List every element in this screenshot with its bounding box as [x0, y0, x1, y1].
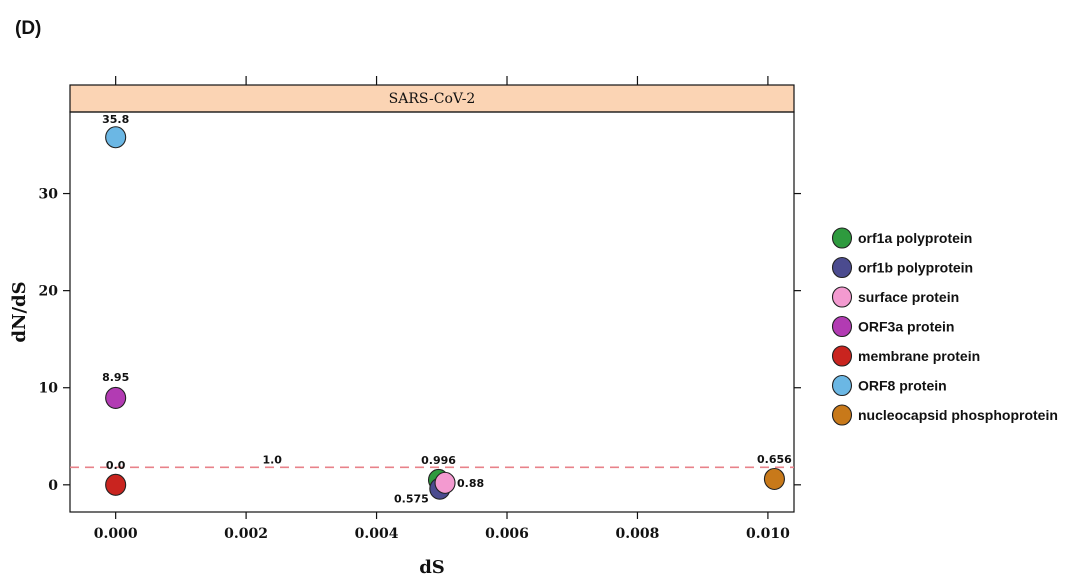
data-point [763, 467, 785, 491]
legend-marker [831, 256, 853, 279]
legend-marker [831, 315, 853, 338]
reference-line-group: 1.0 [70, 453, 794, 469]
axis-ticks: 0.000 0.002 0.004 0.006 0.008 0.010 0 10 20 30 [39, 76, 801, 542]
x-tick-label: 0.006 [485, 526, 529, 542]
data-point [434, 471, 456, 494]
legend-entry-label: ORF8 protein [858, 378, 947, 394]
data-label: 0.656 [757, 453, 792, 466]
strip-header [69, 84, 795, 113]
legend-entry-label: membrane protein [858, 348, 980, 364]
data-label: 0.575 [394, 493, 429, 506]
x-tick-label: 0.004 [355, 526, 399, 542]
x-axis-title: dS [419, 557, 445, 578]
legend-marker [831, 227, 853, 249]
legend-entry-label: orf1a polyprotein [858, 230, 972, 246]
strip-title: SARS-CoV-2 [389, 91, 476, 107]
legend-entry-label: orf1b polyprotein [858, 260, 973, 276]
panel-label: (D) [15, 18, 41, 39]
legend-entry-label: nucleocapsid phosphoprotein [858, 407, 1058, 423]
y-tick-label: 30 [39, 187, 59, 203]
data-point [105, 126, 127, 149]
data-label: 35.8 [102, 113, 129, 126]
legend-entry-label: surface protein [858, 289, 959, 305]
x-tick-label: 0.008 [616, 526, 660, 542]
x-tick-label: 0.010 [746, 526, 790, 542]
y-tick-label: 0 [48, 478, 58, 494]
y-tick-label: 20 [39, 284, 59, 300]
data-label: 0.88 [457, 477, 484, 490]
data-label: 0.0 [106, 459, 126, 472]
x-tick-label: 0.002 [224, 526, 268, 542]
data-points [105, 126, 785, 500]
data-point [105, 386, 127, 409]
data-labels: 0.996 0.575 0.88 8.95 0.0 35.8 0.656 [102, 113, 792, 505]
y-tick-label: 10 [39, 381, 59, 397]
reference-line-label: 1.0 [262, 453, 282, 466]
legend-entry-label: ORF3a protein [858, 319, 954, 335]
y-axis-title: dN/dS [9, 281, 30, 342]
data-label: 8.95 [102, 371, 129, 384]
x-tick-label: 0.000 [94, 526, 138, 542]
legend-marker [831, 345, 853, 367]
legend: orf1a polyprotein orf1b polyprotein surfac… [831, 227, 1058, 426]
data-label: 0.996 [421, 454, 456, 467]
legend-marker [831, 404, 853, 426]
legend-marker [831, 286, 853, 308]
data-point [105, 473, 127, 496]
legend-marker [831, 374, 853, 397]
plot-panel [69, 111, 795, 513]
